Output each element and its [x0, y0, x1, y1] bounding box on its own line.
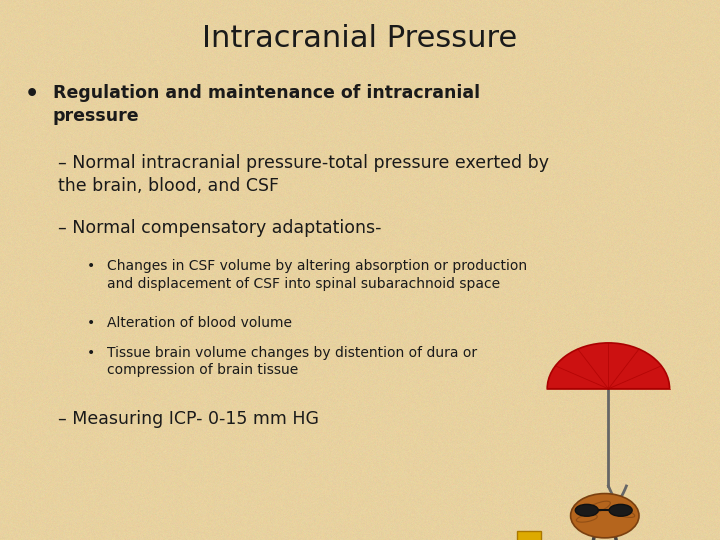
Text: – Measuring ICP- 0-15 mm HG: – Measuring ICP- 0-15 mm HG	[58, 410, 319, 428]
Text: •: •	[86, 259, 94, 273]
Text: Regulation and maintenance of intracranial
pressure: Regulation and maintenance of intracrani…	[53, 84, 480, 125]
Text: – Normal intracranial pressure-total pressure exerted by
the brain, blood, and C: – Normal intracranial pressure-total pre…	[58, 154, 549, 195]
Text: •: •	[86, 346, 94, 360]
Text: – Normal compensatory adaptations-: – Normal compensatory adaptations-	[58, 219, 381, 237]
Text: Changes in CSF volume by altering absorption or production
and displacement of C: Changes in CSF volume by altering absorp…	[107, 259, 527, 291]
Wedge shape	[547, 343, 670, 389]
Ellipse shape	[609, 504, 632, 516]
Ellipse shape	[575, 504, 598, 516]
Text: •: •	[25, 84, 40, 104]
Text: •: •	[86, 316, 94, 330]
Ellipse shape	[570, 494, 639, 538]
Text: Alteration of blood volume: Alteration of blood volume	[107, 316, 292, 330]
Text: Tissue brain volume changes by distention of dura or
compression of brain tissue: Tissue brain volume changes by distentio…	[107, 346, 477, 377]
Text: Intracranial Pressure: Intracranial Pressure	[202, 24, 518, 53]
FancyBboxPatch shape	[517, 531, 541, 540]
